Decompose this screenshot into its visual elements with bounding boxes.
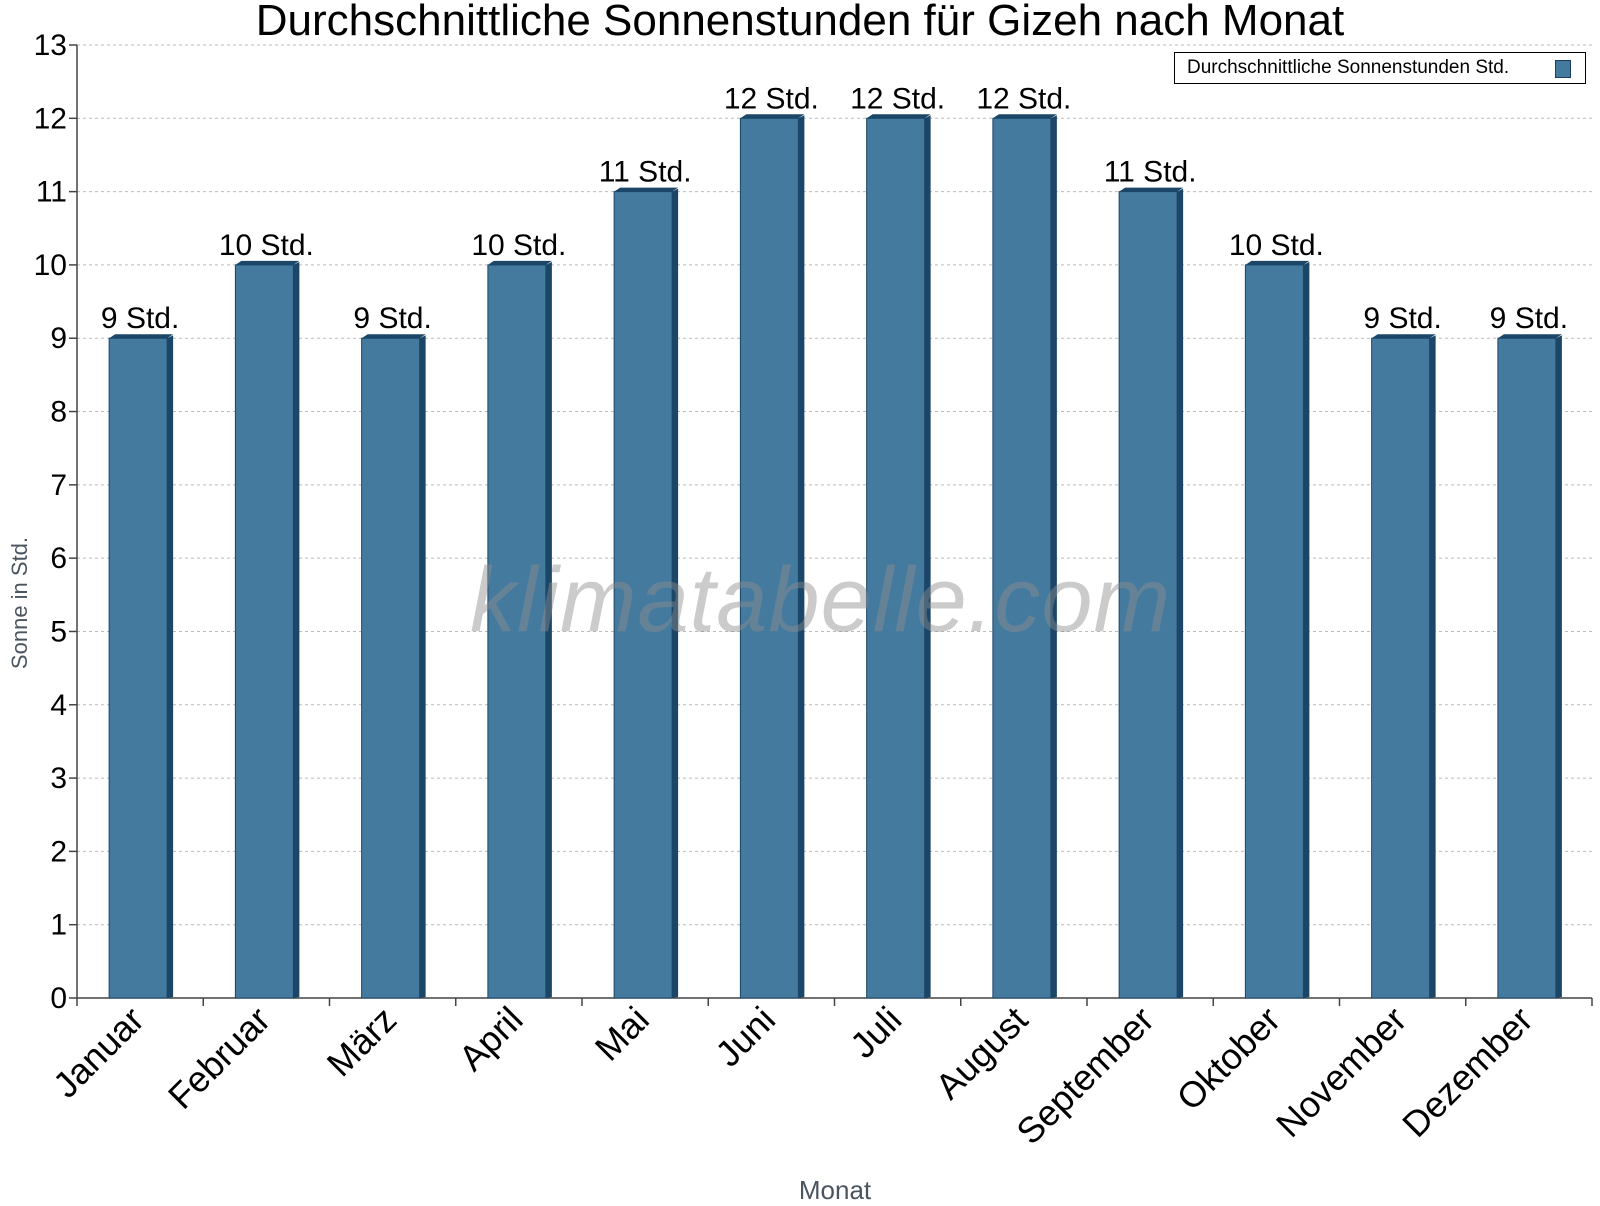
bar bbox=[108, 337, 168, 999]
data-label: 10 Std. bbox=[471, 229, 566, 262]
x-tick-label: Oktober bbox=[1168, 999, 1288, 1119]
y-tick-label: 10 bbox=[34, 249, 67, 282]
y-tick-label: 13 bbox=[34, 29, 67, 62]
x-tick-label: Februar bbox=[160, 999, 278, 1117]
bar-side bbox=[924, 115, 931, 999]
y-tick-label: 9 bbox=[50, 322, 67, 355]
legend: Durchschnittliche Sonnenstunden Std. bbox=[1174, 52, 1586, 84]
bar bbox=[487, 264, 547, 999]
data-label: 12 Std. bbox=[724, 82, 819, 115]
bar-side bbox=[293, 261, 300, 998]
bar-top bbox=[487, 260, 552, 265]
data-label: 9 Std. bbox=[101, 302, 179, 335]
data-label: 12 Std. bbox=[850, 82, 945, 115]
x-tick-label: Juli bbox=[842, 999, 909, 1066]
bar bbox=[234, 264, 294, 999]
y-tick-label: 7 bbox=[50, 469, 67, 502]
y-tick-label: 11 bbox=[36, 176, 67, 209]
bar-top bbox=[614, 187, 679, 192]
bar-side bbox=[1050, 115, 1057, 999]
bar-side bbox=[1177, 188, 1184, 999]
grid-lines bbox=[77, 44, 1592, 926]
bar-side bbox=[1303, 261, 1310, 998]
bar bbox=[1497, 337, 1557, 999]
bar-top bbox=[235, 260, 300, 265]
y-tick-label: 5 bbox=[50, 615, 67, 648]
bar-side bbox=[1555, 335, 1562, 998]
bar-top bbox=[361, 334, 426, 339]
x-axis-ticks: Januar Februar März April Mai Juni Juli AugustS… bbox=[45, 998, 1593, 1153]
y-tick-label: 12 bbox=[34, 102, 67, 135]
x-tick-label: Dezember bbox=[1394, 999, 1540, 1145]
x-tick-label: November bbox=[1268, 999, 1414, 1145]
y-tick-label: 0 bbox=[50, 982, 67, 1015]
bar bbox=[361, 337, 421, 999]
data-label: 9 Std. bbox=[353, 302, 431, 335]
bar-top bbox=[740, 114, 805, 119]
data-label: 10 Std. bbox=[1229, 229, 1324, 262]
data-label: 12 Std. bbox=[976, 82, 1071, 115]
bar-side bbox=[419, 335, 426, 998]
bar-side bbox=[167, 335, 174, 998]
x-tick-label: September bbox=[1008, 999, 1162, 1153]
bars bbox=[108, 114, 1562, 999]
bar-side bbox=[545, 261, 552, 998]
x-tick-label: August bbox=[927, 999, 1035, 1107]
y-tick-label: 6 bbox=[50, 542, 67, 575]
bar-top bbox=[109, 334, 174, 339]
data-label: 11 Std. bbox=[1104, 156, 1197, 189]
bar bbox=[613, 191, 673, 999]
bar bbox=[1244, 264, 1304, 999]
bar-top bbox=[992, 114, 1057, 119]
data-label: 11 Std. bbox=[599, 156, 692, 189]
x-tick-label: Juni bbox=[707, 999, 783, 1075]
bar-top bbox=[1371, 334, 1436, 339]
bar bbox=[1371, 337, 1431, 999]
y-tick-label: 3 bbox=[50, 762, 67, 795]
x-axis-label: Monat bbox=[798, 1175, 872, 1205]
bar bbox=[866, 117, 926, 999]
bar-side bbox=[1429, 335, 1436, 998]
data-label: 10 Std. bbox=[219, 229, 314, 262]
bar-top bbox=[866, 114, 931, 119]
y-tick-label: 2 bbox=[50, 835, 67, 868]
chart-title: Durchschnittliche Sonnenstunden für Gize… bbox=[255, 0, 1345, 45]
y-axis-label: Sonne in Std. bbox=[7, 536, 32, 670]
data-label: 9 Std. bbox=[1363, 302, 1441, 335]
bar-top bbox=[1119, 187, 1184, 192]
x-tick-label: März bbox=[319, 999, 405, 1085]
legend-entry-label: Durchschnittliche Sonnenstunden Std. bbox=[1187, 57, 1510, 78]
bar bbox=[739, 117, 799, 999]
bar-top bbox=[1245, 260, 1310, 265]
bar-side bbox=[798, 115, 805, 999]
data-label: 9 Std. bbox=[1490, 302, 1568, 335]
data-labels: 9 Std. 10 Std. 9 Std. 10 Std. 11 Std. 12 Std.… bbox=[101, 82, 1568, 335]
legend-swatch bbox=[1555, 60, 1571, 78]
bar bbox=[1118, 191, 1178, 999]
bar-top bbox=[1497, 334, 1562, 339]
y-tick-label: 4 bbox=[50, 689, 67, 722]
x-tick-label: Mai bbox=[587, 999, 657, 1069]
bar-side bbox=[672, 188, 679, 999]
bar bbox=[992, 117, 1052, 999]
y-tick-label: 1 bbox=[50, 909, 67, 942]
y-tick-label: 8 bbox=[50, 396, 67, 429]
x-tick-label: April bbox=[451, 999, 531, 1079]
axes bbox=[76, 45, 1592, 999]
watermark: klimatabelle.com bbox=[470, 549, 1172, 651]
